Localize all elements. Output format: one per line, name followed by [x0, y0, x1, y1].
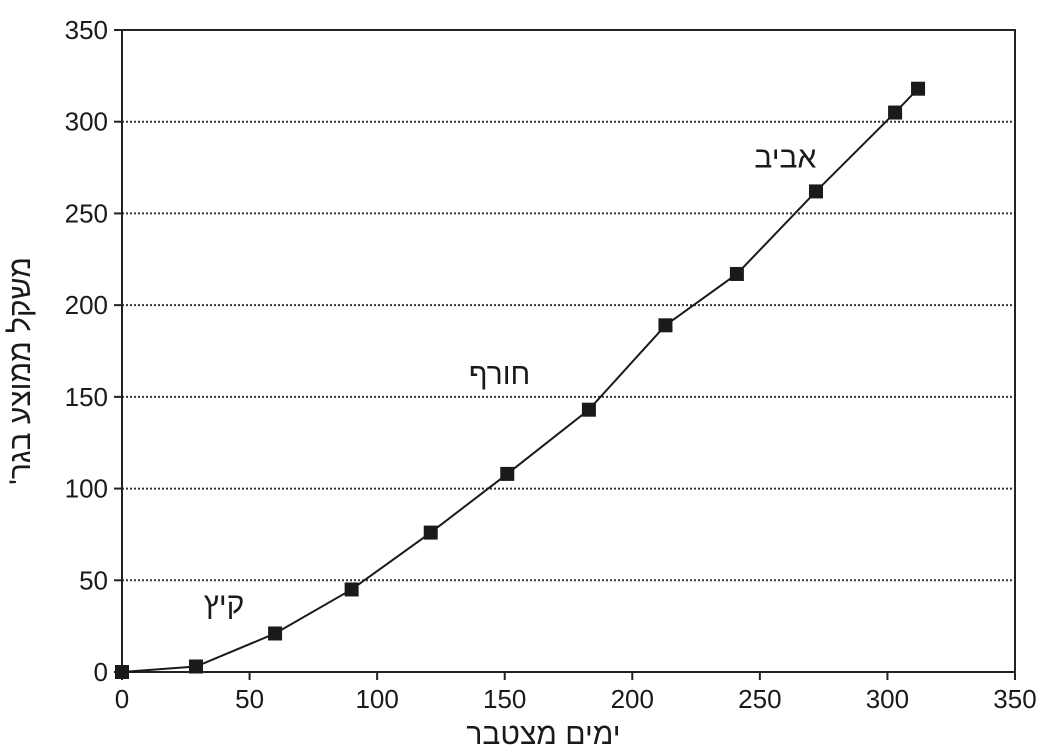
- y-tick-label: 0: [94, 657, 108, 687]
- grid: [122, 29, 1015, 582]
- data-point: [268, 626, 283, 641]
- y-axis-title: משקל ממוצע בגר': [4, 257, 37, 485]
- data-point: [115, 665, 129, 679]
- data-point: [344, 582, 359, 597]
- x-tick-label: 350: [993, 684, 1036, 714]
- y-tick-label: 100: [65, 474, 108, 504]
- x-tick-label: 250: [738, 684, 781, 714]
- x-tick-label: 50: [235, 684, 264, 714]
- x-tick-label: 150: [483, 684, 526, 714]
- x-tick-label: 200: [611, 684, 654, 714]
- axes: 0 50 100 150 200 250 300 350 0 50 100 150 200 250 300 3…: [65, 15, 1037, 714]
- x-tick-label: 100: [355, 684, 398, 714]
- data-point: [581, 402, 596, 417]
- data-point: [423, 525, 438, 540]
- x-axis-title: ימים מצטבר: [466, 718, 620, 751]
- data-point: [658, 318, 673, 333]
- series: [115, 81, 926, 679]
- plot-frame: [121, 29, 1016, 673]
- labels: ימים מצטבר משקל ממוצע בגר' קיץ חורף אביב: [4, 142, 816, 751]
- y-tick-label: 150: [65, 382, 108, 412]
- y-tick-label: 50: [79, 565, 108, 595]
- x-tick-label: 300: [866, 684, 909, 714]
- y-tick-label: 300: [65, 107, 108, 137]
- annotation-label: חורף: [469, 358, 530, 391]
- annotation-label: אביב: [754, 142, 816, 175]
- x-tick-label: 0: [115, 684, 129, 714]
- data-point: [808, 184, 823, 199]
- y-tick-label: 200: [65, 290, 108, 320]
- data-point: [188, 659, 203, 674]
- annotation-label: קיץ: [204, 587, 245, 620]
- data-point: [888, 105, 903, 120]
- data-point: [500, 466, 515, 481]
- series-line: [121, 88, 919, 673]
- y-tick-label: 350: [65, 15, 108, 45]
- y-tick-label: 250: [65, 198, 108, 228]
- data-point: [729, 266, 744, 281]
- data-point: [911, 81, 926, 96]
